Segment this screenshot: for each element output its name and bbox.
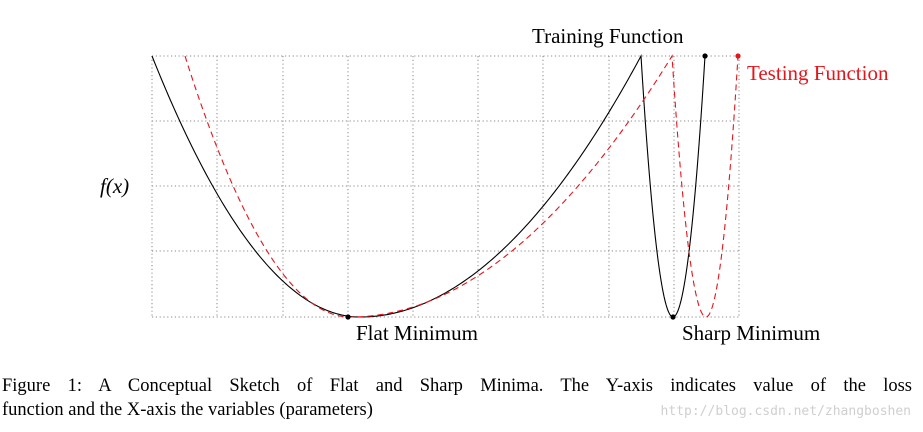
testing-endpoint-dot [735,53,741,59]
caption-line-2: function and the X-axis the variables (p… [2,400,373,420]
y-axis-label: f(x) [100,174,130,198]
training-endpoint-dot [702,53,708,59]
caption-line-1: Figure 1: A Conceptual Sketch of Flat an… [2,376,912,396]
testing-function-curve [184,54,739,318]
testing-function-label: Testing Function [747,61,889,85]
sharp-minimum-dot [670,314,676,320]
dotted-grid [151,55,740,318]
figure-caption: Figure 1: A Conceptual Sketch of Flat an… [2,374,912,422]
sharp-minimum-label: Sharp Minimum [682,321,821,345]
conceptual-sketch-figure: f(x) Training Function Testing Function … [100,24,889,345]
flat-minimum-dot [345,314,351,320]
training-function-label: Training Function [532,24,684,48]
flat-minimum-label: Flat Minimum [356,321,478,345]
training-function-curve [151,54,706,318]
watermark-url: http://blog.csdn.net/zhangboshen [660,404,911,419]
plot-area [151,53,741,320]
